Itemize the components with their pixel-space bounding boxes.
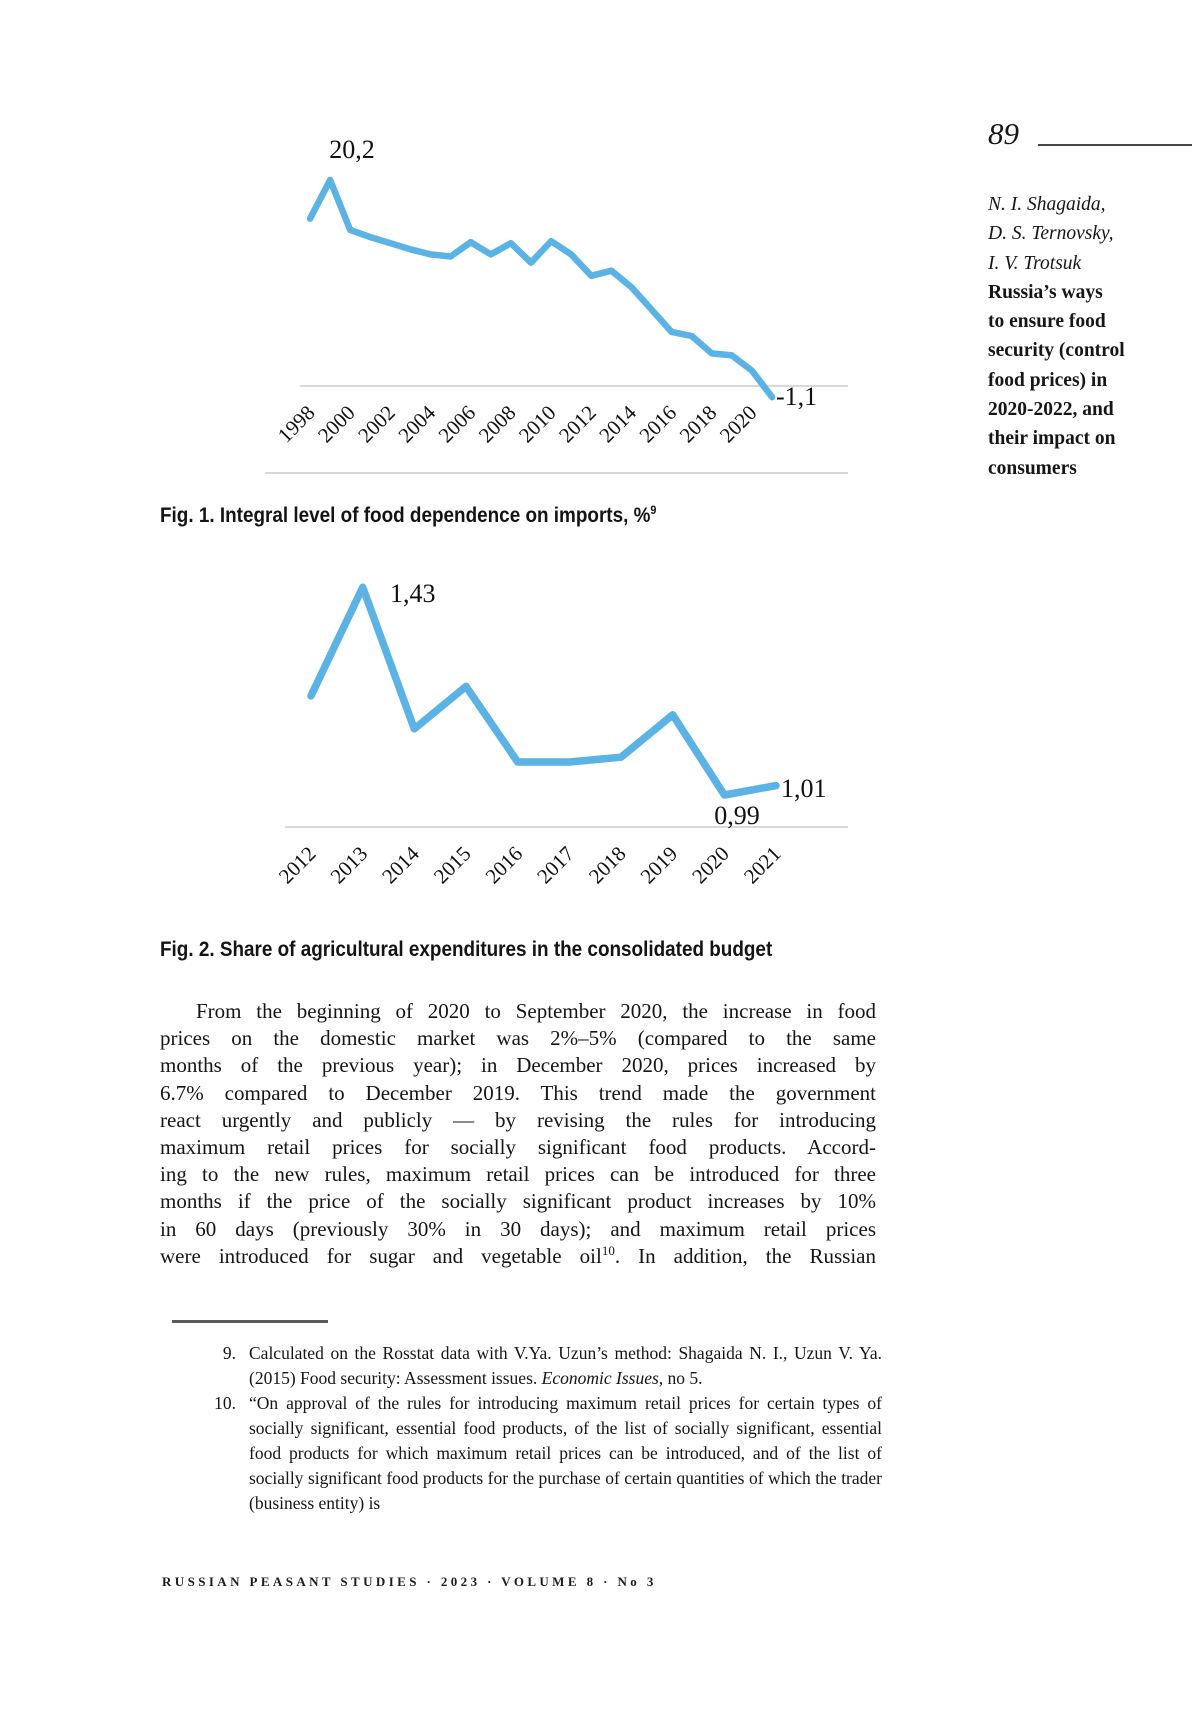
- sidebar-title-line: their impact on: [988, 428, 1116, 450]
- x-axis-tick-label: 2002: [353, 401, 400, 448]
- x-axis-tick-label: 2017: [532, 842, 579, 889]
- sidebar-title-line: to ensure food: [988, 311, 1106, 333]
- page-number: 89: [988, 116, 1019, 151]
- x-axis-tick-label: 2000: [313, 401, 360, 448]
- fig2-caption: Fig. 2. Share of agricultural expenditur…: [160, 938, 773, 961]
- data-point-label: 20,2: [329, 135, 375, 164]
- footnotes: 9. Calculated on the Rosstat data with V…: [160, 1341, 882, 1516]
- x-axis-tick-label: 2016: [634, 401, 681, 448]
- sidebar-author: D. S. Ternovsky,: [988, 223, 1114, 245]
- body-line: ing to the new rules, maximum retail pri…: [160, 1162, 876, 1187]
- body-line: months if the price of the socially sign…: [160, 1189, 876, 1214]
- body-line: 6.7% compared to December 2019. This tre…: [160, 1080, 876, 1105]
- data-point-label: 0,99: [714, 801, 760, 830]
- footnote-text: “On approval of the rules for introducin…: [249, 1393, 882, 1513]
- x-axis-tick-label: 2008: [474, 401, 521, 448]
- footnote-9: 9. Calculated on the Rosstat data with V…: [160, 1341, 882, 1391]
- footnote-10: 10. “On approval of the rules for introd…: [160, 1391, 882, 1516]
- data-point-label: 1,43: [390, 579, 436, 608]
- sidebar-title-line: food prices) in: [988, 369, 1108, 391]
- body-line: months of the previous year); in Decembe…: [160, 1053, 876, 1078]
- sidebar-title-line: 2020-2022, and: [988, 399, 1114, 421]
- x-axis-tick-label: 2014: [594, 400, 641, 447]
- body-line: were introduced for sugar and vegetable …: [160, 1242, 876, 1268]
- fig1-caption: Fig. 1. Integral level of food dependenc…: [160, 503, 656, 528]
- data-point-label: -1,1: [776, 382, 817, 411]
- body-line: maximum retail prices for socially signi…: [160, 1135, 876, 1160]
- x-axis-tick-label: 2016: [481, 842, 528, 889]
- footnote-number: 9.: [222, 1343, 236, 1363]
- sidebar-title-line: security (control: [988, 340, 1125, 362]
- x-axis-tick-label: 2004: [393, 400, 440, 447]
- x-axis-tick-label: 2012: [554, 401, 601, 448]
- x-axis-tick-label: 2018: [584, 842, 631, 889]
- footnote-9-italic: Economic Issues: [541, 1368, 659, 1388]
- fig1-line-chart: 1998200020022004200620082010201220142016…: [265, 135, 848, 474]
- sidebar-article-info: N. I. Shagaida, D. S. Ternovsky, I. V. Tro…: [988, 190, 1200, 483]
- footnote-ref-10: 10: [601, 1242, 615, 1258]
- x-axis-tick-label: 2014: [377, 841, 424, 888]
- x-axis-tick-label: 2015: [429, 842, 476, 889]
- x-axis-tick-label: 2012: [274, 842, 321, 889]
- footnote-separator: [172, 1320, 328, 1323]
- sidebar-title-line: Russia’s ways: [988, 281, 1103, 303]
- body-line: From the beginning of 2020 to September …: [196, 999, 876, 1023]
- fig1-caption-text: Fig. 1. Integral level of food dependenc…: [160, 504, 651, 527]
- fig2-line-chart: 2012 2013 2014 2015 2016 2017 2018 2019 2020 2021…: [274, 579, 848, 889]
- body-line: prices on the domestic market was 2%–5% …: [160, 1026, 876, 1051]
- footnote-text: Calculated on the Rosstat data with V.Ya…: [249, 1341, 882, 1391]
- x-axis-tick-label: 2006: [434, 401, 481, 448]
- x-axis-tick-label: 2020: [687, 842, 734, 889]
- footnote-ref-9: 9: [650, 503, 657, 517]
- sidebar-author: N. I. Shagaida,: [988, 194, 1106, 215]
- body-paragraph: From the beginning of 2020 to September …: [160, 998, 876, 1270]
- footnote-number: 10.: [214, 1393, 236, 1413]
- x-axis-tick-label: 2020: [715, 401, 762, 448]
- x-axis-tick-label: 2018: [675, 401, 722, 448]
- x-axis-tick-label: 2013: [326, 842, 373, 889]
- body-line: in 60 days (previously 30% in 30 days); …: [160, 1216, 876, 1241]
- sidebar-title-line: consumers: [988, 457, 1077, 479]
- x-axis-tick-label: 2019: [636, 842, 683, 889]
- chart-line-series: [307, 583, 780, 799]
- journal-footer: RUSSIAN PEASANT STUDIES · 2023 · VOLUME …: [162, 1574, 657, 1589]
- data-point-label: 1,01: [781, 774, 827, 803]
- body-line: react urgently and publicly — by revisin…: [160, 1107, 876, 1132]
- x-axis-tick-label: 2021: [739, 842, 786, 889]
- x-axis-tick-label: 2010: [514, 401, 561, 448]
- footnote-9-text: Calculated on the Rosstat data with V.Ya…: [249, 1343, 882, 1388]
- sidebar-author: I. V. Trotsuk: [988, 252, 1082, 274]
- chart-line-series: [306, 176, 776, 401]
- header-rule: [1038, 144, 1192, 146]
- x-axis-tick-label: 1998: [273, 401, 320, 448]
- footnote-9-tail: , no 5.: [658, 1368, 703, 1388]
